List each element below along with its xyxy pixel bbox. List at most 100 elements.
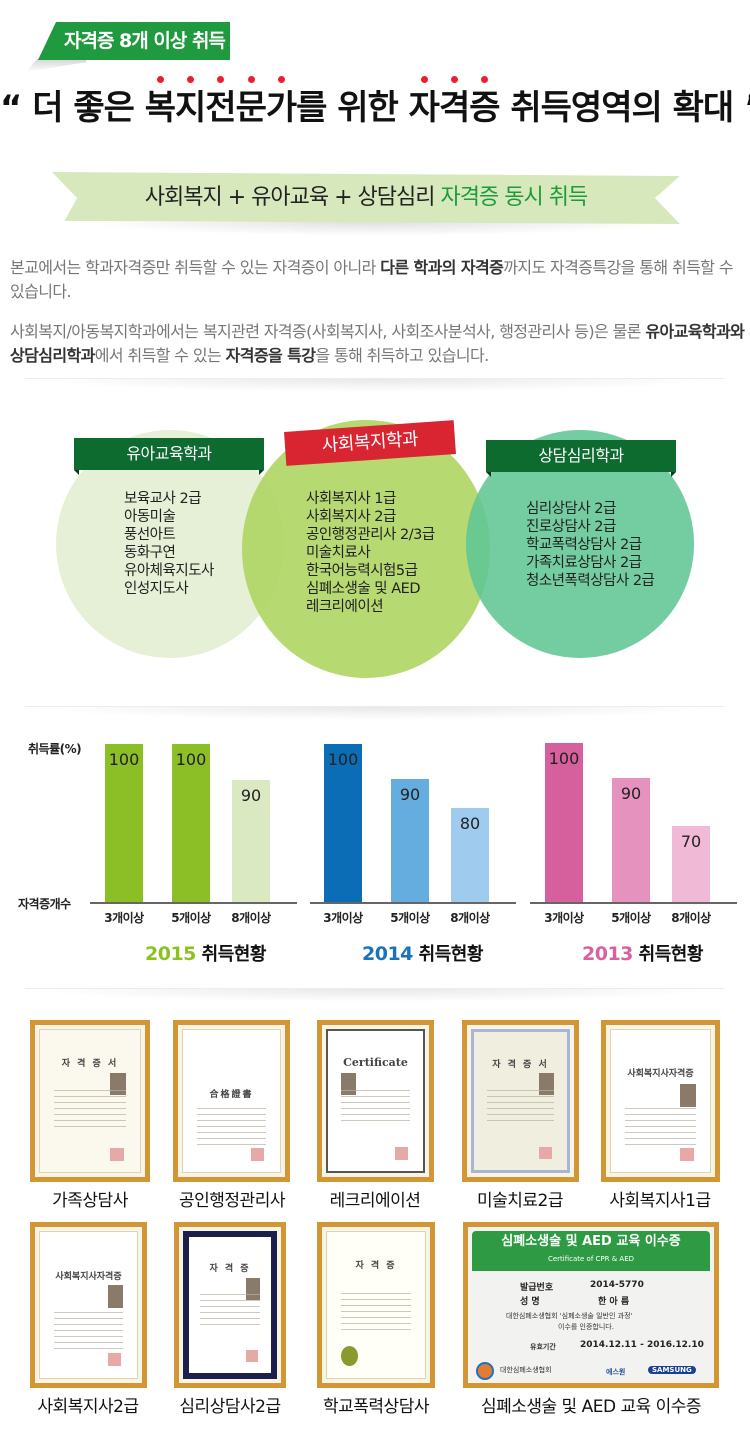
x-tick: 3개이상 bbox=[104, 911, 144, 925]
headline: “ 더 좋은 복지전문가를 위한 자격증 취득영역의 확대 ” bbox=[0, 76, 750, 140]
chart-2013-title: 2013 취득현황 bbox=[582, 943, 703, 965]
open-quote: “ bbox=[0, 88, 22, 128]
x-tick: 8개이상 bbox=[450, 911, 490, 925]
bar-2015-5: 100 bbox=[172, 744, 210, 902]
certificate-caption: 심리상담사2급 bbox=[179, 1397, 281, 1417]
certificate-image: 사회복지사자격증 bbox=[30, 1222, 147, 1388]
x-tick: 5개이상 bbox=[171, 911, 211, 925]
list-item: 심리상담사 2급 bbox=[526, 501, 616, 517]
seal-icon bbox=[394, 1147, 408, 1160]
bar-2014-3: 100 bbox=[324, 744, 362, 902]
list-item: 아동미술 bbox=[124, 509, 176, 525]
list-item: 사회복지사 2급 bbox=[306, 509, 396, 525]
photo bbox=[539, 1073, 554, 1096]
photo bbox=[107, 1284, 124, 1308]
photo bbox=[341, 1073, 357, 1096]
seal-icon bbox=[340, 1345, 359, 1367]
bar-2013-3: 100 bbox=[545, 743, 583, 902]
list-item: 진로상담사 2급 bbox=[526, 519, 616, 535]
dot-char: 격 bbox=[439, 76, 470, 129]
chart-2015-title: 2015 취득현황 bbox=[145, 943, 266, 965]
seal-icon bbox=[107, 1353, 122, 1367]
list-item: 인성지도사 bbox=[124, 581, 189, 597]
list-item: 한국어능력시험5급 bbox=[306, 563, 418, 579]
section-divider bbox=[25, 988, 725, 1002]
x-tick: 5개이상 bbox=[390, 911, 430, 925]
cert-list-early-childhood: 보육교사 2급 아동미술 풍선아트 동화구연 유아체육지도사 인성지도사 bbox=[124, 490, 214, 598]
list-item: 보육교사 2급 bbox=[124, 491, 202, 507]
dot-char: 자 bbox=[409, 76, 440, 129]
dot-char: 가 bbox=[266, 76, 297, 129]
intro-paragraph-2: 사회복지/아동복지학과에서는 복지관련 자격증(사회복지사, 사회조사분석사, … bbox=[10, 322, 745, 365]
list-item: 가족치료상담사 2급 bbox=[526, 555, 642, 571]
certificate-image: 자 격 증 서 bbox=[462, 1020, 579, 1182]
x-tick: 5개이상 bbox=[611, 911, 651, 925]
ribbon-banner: 사회복지 + 유아교육 + 상담심리 자격증 동시 취득 bbox=[52, 172, 680, 224]
bar-2013-5: 90 bbox=[612, 778, 650, 902]
cert-list-counseling: 심리상담사 2급 진로상담사 2급 학교폭력상담사 2급 가족치료상담사 2급 … bbox=[526, 500, 655, 590]
certificate-caption: 사회복지사1급 bbox=[609, 1191, 711, 1211]
list-item: 풍선아트 bbox=[124, 527, 176, 543]
close-quote: ” bbox=[744, 88, 750, 128]
seal-icon bbox=[539, 1146, 553, 1159]
section-divider bbox=[25, 378, 725, 392]
cert-list-social-welfare: 사회복지사 1급 사회복지사 2급 공인행정관리사 2/3급 미술치료사 한국어… bbox=[306, 490, 435, 616]
x-axis-label: 자격증개수 bbox=[18, 897, 71, 911]
ribbon-shadow bbox=[80, 222, 670, 236]
certificate-image: 사회복지사자격증 bbox=[601, 1020, 720, 1182]
chart-2014-title: 2014 취득현황 bbox=[362, 943, 483, 965]
bar-2015-3: 100 bbox=[105, 744, 143, 902]
chart-2014-axis bbox=[310, 902, 516, 904]
x-tick: 8개이상 bbox=[671, 911, 711, 925]
chart-2013-axis bbox=[530, 902, 737, 904]
dot-char: 지 bbox=[175, 76, 206, 129]
certificate-caption: 사회복지사2급 bbox=[37, 1397, 139, 1417]
list-item: 사회복지사 1급 bbox=[306, 491, 396, 507]
aed-certificate-card: 심폐소생술 및 AED 교육 이수증 Certificate of CPR & … bbox=[463, 1222, 719, 1388]
certificate-caption: 공인행정관리사 bbox=[179, 1191, 285, 1211]
list-item: 심폐소생술 및 AED bbox=[306, 581, 421, 597]
bar-2013-8: 70 bbox=[672, 826, 710, 902]
y-axis-label: 취득률(%) bbox=[28, 742, 82, 756]
dept-label-early-childhood: 유아교육학과 bbox=[74, 438, 264, 475]
list-item: 학교폭력상담사 2급 bbox=[526, 537, 642, 553]
certificate-caption: 가족상담사 bbox=[52, 1191, 128, 1211]
bar-2014-8: 80 bbox=[451, 808, 489, 902]
list-item: 레크리에이션 bbox=[306, 599, 384, 615]
certificate-caption: 레크리에이션 bbox=[329, 1191, 421, 1211]
section-tag: 자격증 8개 이상 취득 bbox=[38, 22, 230, 60]
seal-icon bbox=[250, 1147, 265, 1161]
intro-paragraph-1: 본교에서는 학과자격증만 취득할 수 있는 자격증이 아니라 다른 학과의 자격… bbox=[10, 258, 734, 301]
list-item: 미술치료사 bbox=[306, 545, 371, 561]
certificate-image: Certificate bbox=[317, 1020, 434, 1182]
bar-2015-8: 90 bbox=[232, 780, 270, 902]
x-tick: 8개이상 bbox=[231, 911, 271, 925]
seal-icon bbox=[110, 1147, 124, 1161]
dot-char: 전 bbox=[205, 76, 237, 129]
list-item: 공인행정관리사 2/3급 bbox=[306, 527, 435, 543]
certificate-caption: 미술치료2급 bbox=[476, 1191, 564, 1211]
ribbon-highlight: 자격증 동시 취득 bbox=[440, 185, 589, 210]
x-tick: 3개이상 bbox=[544, 911, 584, 925]
dept-label-counseling: 상담심리학과 bbox=[486, 440, 676, 477]
certificate-image: 合格證書 bbox=[173, 1020, 290, 1182]
dot-char: 증 bbox=[469, 76, 501, 129]
certificate-image: 자 격 증 bbox=[174, 1222, 286, 1388]
seal-icon bbox=[246, 1349, 258, 1363]
list-item: 동화구연 bbox=[124, 545, 176, 561]
x-tick: 3개이상 bbox=[323, 911, 363, 925]
chart-2015-axis bbox=[90, 902, 297, 904]
seal-icon bbox=[680, 1147, 695, 1161]
bar-2014-5: 90 bbox=[391, 779, 429, 902]
list-item: 유아체육지도사 bbox=[124, 563, 214, 579]
dot-char: 복 bbox=[145, 76, 176, 129]
tag-shadow bbox=[26, 58, 86, 72]
certificate-image: 자 격 증 bbox=[317, 1222, 435, 1388]
list-item: 청소년폭력상담사 2급 bbox=[526, 573, 655, 589]
org-logo-icon bbox=[476, 1362, 494, 1380]
certificate-image: 자 격 증 서 bbox=[30, 1020, 150, 1182]
certificate-caption: 학교폭력상담사 bbox=[323, 1397, 429, 1417]
circle-social-welfare bbox=[242, 420, 490, 678]
dot-char: 문 bbox=[236, 76, 267, 129]
certificate-caption: 심폐소생술 및 AED 교육 이수증 bbox=[480, 1397, 702, 1417]
